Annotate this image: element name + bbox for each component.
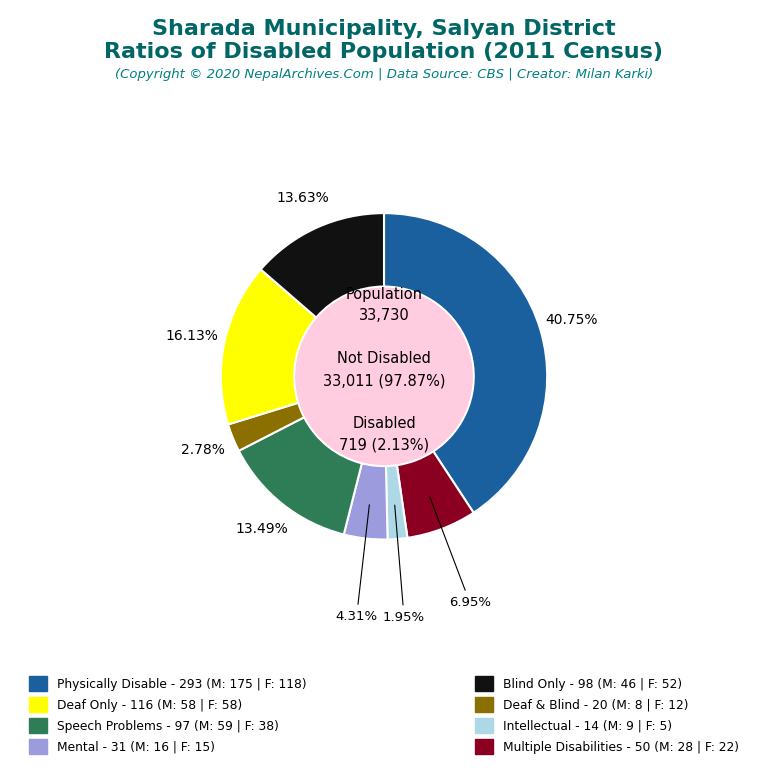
- Wedge shape: [260, 214, 384, 317]
- Wedge shape: [397, 452, 474, 538]
- Wedge shape: [386, 465, 408, 539]
- Wedge shape: [384, 214, 547, 513]
- Wedge shape: [228, 402, 304, 451]
- Text: Sharada Municipality, Salyan District: Sharada Municipality, Salyan District: [152, 19, 616, 39]
- Text: 2.78%: 2.78%: [180, 443, 224, 457]
- Text: 6.95%: 6.95%: [430, 497, 491, 609]
- Wedge shape: [239, 417, 362, 535]
- Text: 13.49%: 13.49%: [236, 522, 288, 537]
- Text: (Copyright © 2020 NepalArchives.Com | Data Source: CBS | Creator: Milan Karki): (Copyright © 2020 NepalArchives.Com | Da…: [115, 68, 653, 81]
- Text: 4.31%: 4.31%: [336, 505, 378, 623]
- Text: Population
33,730

Not Disabled
33,011 (97.87%)

Disabled
719 (2.13%): Population 33,730 Not Disabled 33,011 (9…: [323, 286, 445, 453]
- Text: 1.95%: 1.95%: [383, 505, 425, 624]
- Text: 13.63%: 13.63%: [276, 191, 329, 205]
- Text: 16.13%: 16.13%: [166, 329, 219, 343]
- Text: 40.75%: 40.75%: [545, 313, 598, 327]
- Legend: Physically Disable - 293 (M: 175 | F: 118), Deaf Only - 116 (M: 58 | F: 58), Spe: Physically Disable - 293 (M: 175 | F: 11…: [29, 677, 307, 754]
- Legend: Blind Only - 98 (M: 46 | F: 52), Deaf & Blind - 20 (M: 8 | F: 12), Intellectual : Blind Only - 98 (M: 46 | F: 52), Deaf & …: [475, 677, 739, 754]
- Wedge shape: [344, 463, 388, 539]
- Text: Ratios of Disabled Population (2011 Census): Ratios of Disabled Population (2011 Cens…: [104, 42, 664, 62]
- Circle shape: [296, 288, 472, 465]
- Wedge shape: [221, 270, 316, 425]
